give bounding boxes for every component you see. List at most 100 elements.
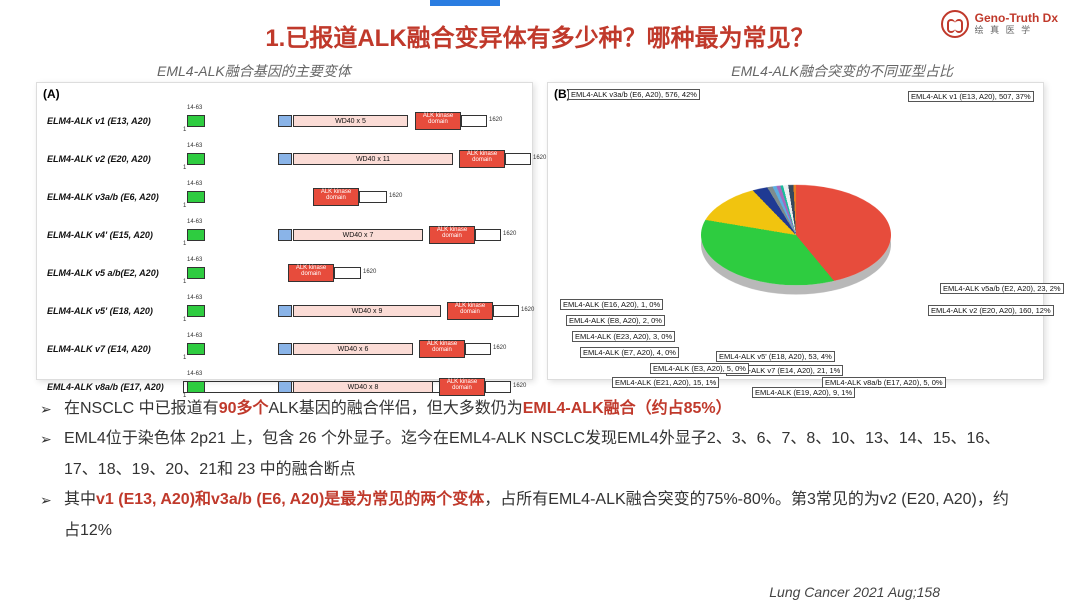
- variant-name: ELM4-ALK v4' (E15, A20): [47, 230, 177, 240]
- domain-tail: [461, 115, 487, 127]
- panel-a-caption: EML4-ALK融合基因的主要变体: [157, 61, 351, 81]
- domain-green: [187, 115, 205, 127]
- tick: 14-63: [187, 143, 202, 149]
- panel-b-caption: EML4-ALK融合突变的不同亚型占比: [731, 61, 953, 81]
- domain-wd40: WD40 x 5: [293, 115, 408, 127]
- citation: Lung Cancer 2021 Aug;158: [769, 584, 940, 600]
- domain-green: [187, 343, 205, 355]
- tick: 1: [183, 127, 186, 133]
- domain-blue: [278, 229, 292, 241]
- domain-blue: [278, 115, 292, 127]
- bullet-3: 其中v1 (E13, A20)和v3a/b (E6, A20)是最为常见的两个变…: [64, 485, 1020, 546]
- domain-green: [187, 305, 205, 317]
- variant-row: ELM4-ALK v5' (E18, A20) WD40 x 9 ALK kinas…: [47, 295, 522, 327]
- tick: 14-63: [187, 295, 202, 301]
- variant-row: ELM4-ALK v1 (E13, A20) WD40 x 5 ALK kinase…: [47, 105, 522, 137]
- tick: 1: [183, 279, 186, 285]
- tick: 14-63: [187, 333, 202, 339]
- variant-row: ELM4-ALK v4' (E15, A20) WD40 x 7 ALK kinas…: [47, 219, 522, 251]
- domain-alk-kinase: ALK kinasedomain: [447, 302, 493, 320]
- pie-slice-label: EML4-ALK v5a/b (E2, A20), 23, 2%: [940, 283, 1064, 294]
- tick: 14-63: [187, 257, 202, 263]
- pie-slice-label: EML4-ALK (E21, A20), 15, 1%: [612, 377, 719, 388]
- page-title: 1.已报道ALK融合变异体有多少种？哪种最为常见？: [0, 0, 1080, 53]
- tick: 1620: [533, 155, 546, 161]
- tick: 14-63: [187, 105, 202, 111]
- variant-track: ALK kinasedomain1162014-63: [183, 183, 522, 211]
- variant-list: ELM4-ALK v1 (E13, A20) WD40 x 5 ALK kinase…: [37, 83, 532, 411]
- tick: 1620: [489, 117, 502, 123]
- domain-wd40: WD40 x 7: [293, 229, 423, 241]
- domain-alk-kinase: ALK kinasedomain: [415, 112, 461, 130]
- pie-slice-label: EML4-ALK (E16, A20), 1, 0%: [560, 299, 663, 310]
- domain-tail: [334, 267, 361, 279]
- tick: 14-63: [187, 371, 202, 377]
- variant-name: ELM4-ALK v1 (E13, A20): [47, 116, 177, 126]
- logo-text-en: Geno-Truth Dx: [975, 12, 1058, 25]
- variant-name: ELM4-ALK v2 (E20, A20): [47, 154, 177, 164]
- domain-green: [187, 267, 205, 279]
- variant-name: ELM4-ALK v3a/b (E6, A20): [47, 192, 177, 202]
- variant-row: ELM4-ALK v7 (E14, A20) WD40 x 6 ALK kinase…: [47, 333, 522, 365]
- domain-green: [187, 153, 205, 165]
- variant-row: ELM4-ALK v2 (E20, A20) WD40 x 11 ALK kinas…: [47, 143, 522, 175]
- tick: 14-63: [187, 219, 202, 225]
- domain-alk-kinase: ALK kinasedomain: [419, 340, 465, 358]
- header: 1.已报道ALK融合变异体有多少种？哪种最为常见？ Geno-Truth Dx …: [0, 0, 1080, 60]
- domain-tail: [465, 343, 491, 355]
- tick: 1620: [389, 193, 402, 199]
- pie-slice-label: EML4-ALK (E8, A20), 2, 0%: [566, 315, 665, 326]
- domain-blue: [278, 153, 292, 165]
- domain-tail: [475, 229, 501, 241]
- tick: 14-63: [187, 181, 202, 187]
- domain-wd40: WD40 x 9: [293, 305, 441, 317]
- tick: 1: [183, 317, 186, 323]
- bullet-1-text-b: ALK基因的融合伴侣，但大多数仍为: [269, 400, 523, 417]
- variant-name: ELM4-ALK v7 (E14, A20): [47, 344, 177, 354]
- domain-green: [187, 191, 205, 203]
- tick: 1: [183, 355, 186, 361]
- pie-slice-label: EML4-ALK v3a/b (E6, A20), 576, 42%: [568, 89, 700, 100]
- pie-slice-label: EML4-ALK v5' (E18, A20), 53, 4%: [716, 351, 835, 362]
- logo-text-cn: 绘 真 医 学: [975, 26, 1058, 36]
- domain-wd40: WD40 x 6: [293, 343, 413, 355]
- variant-track: WD40 x 5 ALK kinasedomain 1 1620 14-63: [183, 107, 522, 135]
- panel-a: EML4-ALK融合基因的主要变体 (A) ELM4-ALK v1 (E13, …: [36, 82, 533, 380]
- variant-track: WD40 x 7ALK kinasedomain1162014-63: [183, 221, 522, 249]
- logo-icon: [941, 10, 969, 38]
- domain-wd40: WD40 x 11: [293, 153, 453, 165]
- domain-tail: [505, 153, 531, 165]
- domain-green: [187, 381, 205, 393]
- domain-blue: [278, 305, 292, 317]
- tick: 1: [183, 203, 186, 209]
- pie-slice-label: EML4-ALK (E3, A20), 5, 0%: [650, 363, 749, 374]
- bullet-2: EML4位于染色体 2p21 上，包含 26 个外显子。迄今在EML4-ALK …: [64, 424, 1020, 485]
- domain-tail: [359, 191, 387, 203]
- pie-slice-label: EML4-ALK (E7, A20), 4, 0%: [580, 347, 679, 358]
- domain-blue: [278, 381, 292, 393]
- bullet-3-hl: v1 (E13, A20)和v3a/b (E6, A20)是最为常见的两个变体: [96, 491, 484, 508]
- tick: 1620: [521, 307, 534, 313]
- variant-row: ELM4-ALK v3a/b (E6, A20)ALK kinasedomain…: [47, 181, 522, 213]
- variant-track: ALK kinasedomain1162014-63: [183, 259, 522, 287]
- variant-name: ELM4-ALK v5' (E18, A20): [47, 306, 177, 316]
- brand-logo: Geno-Truth Dx 绘 真 医 学: [941, 10, 1058, 38]
- figures-row: EML4-ALK融合基因的主要变体 (A) ELM4-ALK v1 (E13, …: [0, 60, 1080, 380]
- pie-chart: [701, 185, 891, 285]
- domain-alk-kinase: ALK kinasedomain: [429, 226, 475, 244]
- pie-wrap: EML4-ALK v3a/b (E6, A20), 576, 42% EML4-A…: [548, 83, 1043, 379]
- domain-blue: [278, 343, 292, 355]
- pie-slice-label: EML4-ALK v2 (E20, A20), 160, 12%: [928, 305, 1054, 316]
- tick: 1: [183, 241, 186, 247]
- variant-name: ELM4-ALK v5 a/b(E2, A20): [47, 268, 177, 278]
- accent-bar: [430, 0, 500, 6]
- tick: 1620: [513, 383, 526, 389]
- domain-green: [187, 229, 205, 241]
- panel-a-label: (A): [43, 87, 60, 101]
- variant-track: WD40 x 9ALK kinasedomain1162014-63: [183, 297, 522, 325]
- pie-slice-label: EML4-ALK v1 (E13, A20), 507, 37%: [908, 91, 1034, 102]
- variant-name: EML4-ALK v8a/b (E17, A20): [47, 382, 177, 392]
- domain-tail: [485, 381, 511, 393]
- tick: 1620: [493, 345, 506, 351]
- domain-alk-kinase: ALK kinasedomain: [459, 150, 505, 168]
